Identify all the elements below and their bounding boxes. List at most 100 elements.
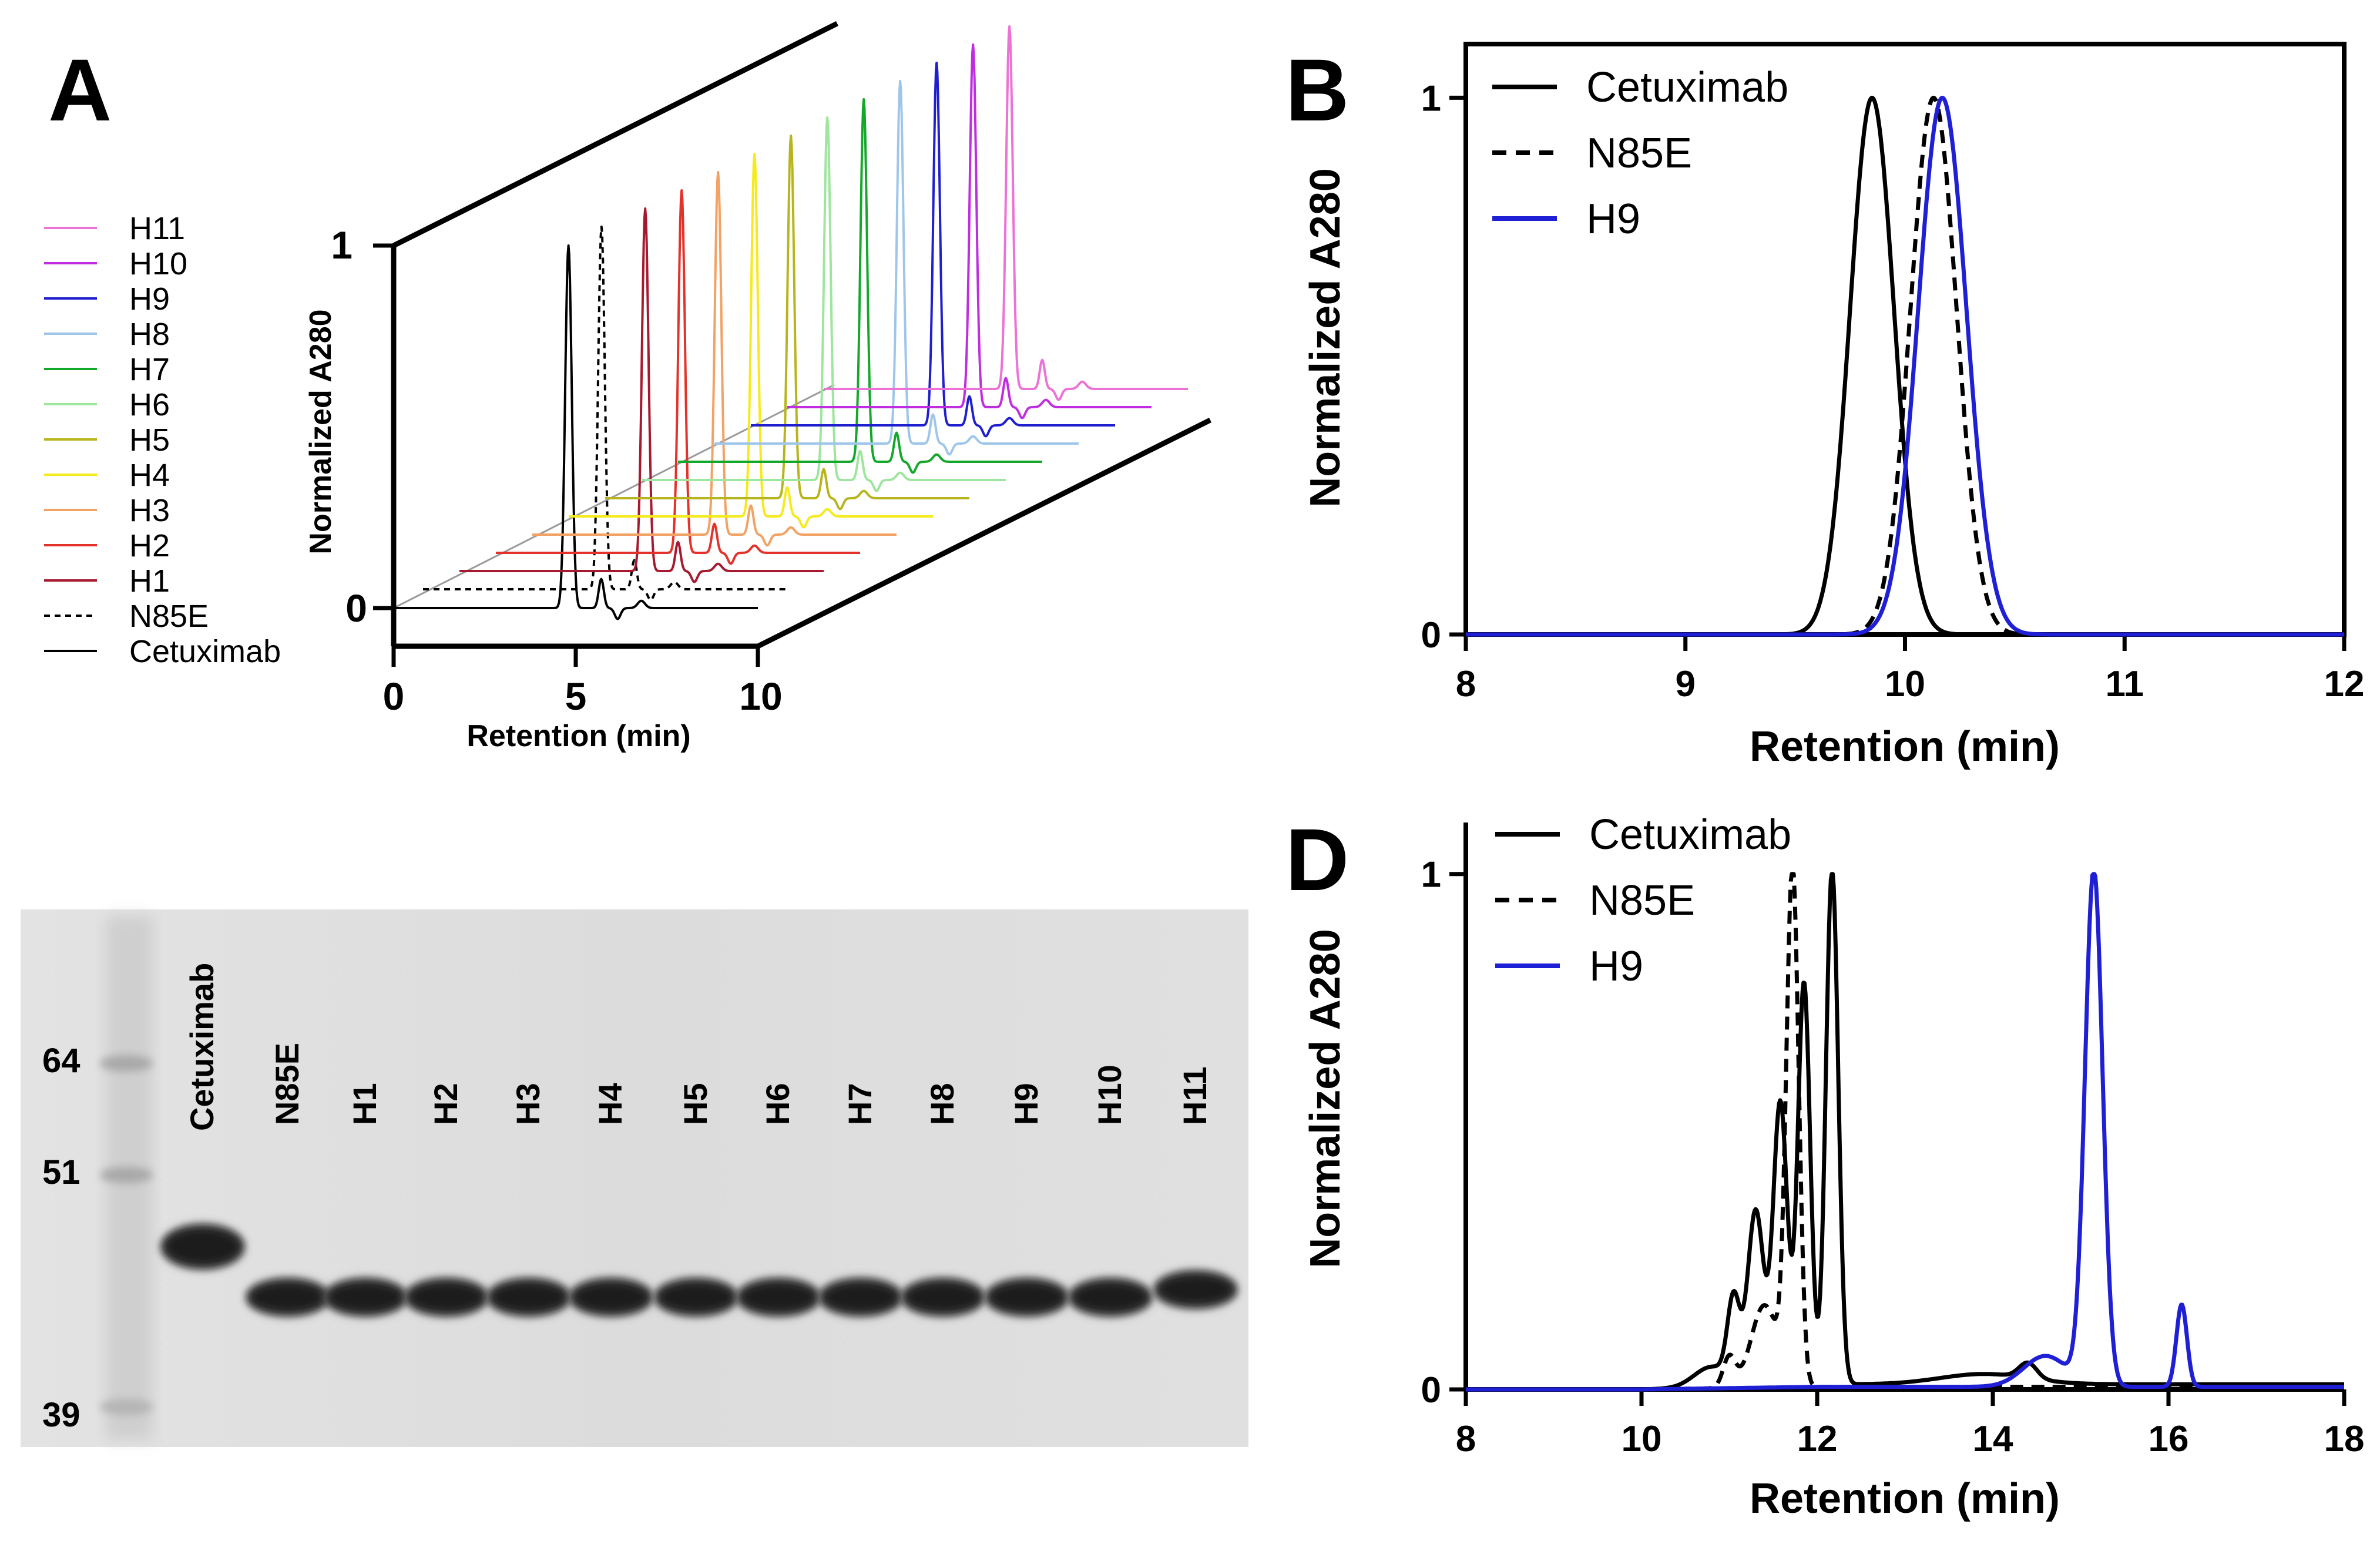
panel-b-legend-label-cetuximab: Cetuximab (1586, 64, 1788, 111)
gel-ladder-band-39 (100, 1399, 153, 1415)
panel-b-x-tick-label-9: 9 (1676, 664, 1696, 704)
panel-b-x-tick-label-12: 12 (2324, 664, 2365, 704)
panel-b-x-tick-label-8: 8 (1456, 664, 1476, 704)
panel-a-series-h10 (787, 43, 1152, 419)
gel-lane-label-h10: H10 (1091, 1065, 1128, 1125)
panel-a-floor-left-edge (393, 384, 835, 609)
panel-d-x-tick-label-16: 16 (2149, 1419, 2189, 1459)
panel-a-legend-label-h9: H9 (129, 281, 170, 317)
gel-band-h6 (740, 1282, 817, 1312)
panel-a-x-tick-label-10: 10 (739, 674, 782, 718)
gel-lane-label-h2: H2 (427, 1083, 464, 1125)
panel-a-legend-label-h3: H3 (129, 493, 170, 528)
gel-lane-label-h5: H5 (677, 1083, 714, 1125)
panel-a-traces (393, 25, 1189, 620)
gel-lane-label-h4: H4 (592, 1083, 629, 1125)
panel-a-series-h2 (495, 189, 861, 565)
panel-a-series-h5 (605, 135, 970, 511)
panel-b-y-axis-title: Normalized A280 (1302, 168, 1349, 508)
gel-background (21, 909, 1248, 1447)
panel-letter-d: D (1285, 810, 1349, 909)
panel-a-legend-label-h10: H10 (129, 246, 187, 281)
panel-a-series-h3 (532, 171, 897, 547)
panel-a-series-h4 (568, 153, 934, 529)
gel-marker-39: 39 (42, 1396, 80, 1434)
panel-d-ticks: 8 10 12 14 16 18 0 1 (1421, 855, 2365, 1459)
panel-a-series-h11 (823, 25, 1189, 401)
gel-band-h7 (822, 1282, 899, 1312)
panel-a-legend-label-h6: H6 (129, 387, 170, 422)
panel-a-series-cetuximab (393, 244, 758, 620)
panel-a-y-tick-label-0: 0 (345, 586, 367, 630)
gel-lanes: Cetuximab N85E H1 H2 H3 H4 H5 H6 H7 H8 H9 H10 H11 (160, 963, 1238, 1317)
panel-b-x-tick-label-10: 10 (1885, 664, 1925, 704)
panel-a-legend-label-n85e: N85E (129, 599, 209, 634)
gel-band-h10 (1072, 1282, 1149, 1312)
panel-a-legend-label-h11: H11 (129, 211, 185, 246)
panel-a-legend-label-h5: H5 (129, 422, 170, 458)
panel-b-y-tick-label-0: 0 (1421, 615, 1441, 656)
panel-letter-a: A (48, 41, 112, 139)
gel-lane-label-h7: H7 (841, 1083, 878, 1125)
panel-a-series-h1 (459, 207, 824, 583)
panel-b-y-tick-label-1: 1 (1421, 78, 1441, 119)
gel-band-h11 (1157, 1274, 1234, 1305)
gel-lane-label-h6: H6 (759, 1083, 796, 1125)
panel-b-x-tick-label-11: 11 (2105, 664, 2144, 704)
panel-a-series-h6 (641, 116, 1006, 492)
panel-d-y-axis-title: Normalized A280 (1302, 929, 1349, 1268)
gel-lane-label-n85e: N85E (268, 1043, 306, 1125)
gel-lane-label-h8: H8 (924, 1083, 961, 1125)
panel-b-line-chart: 8 9 10 11 12 0 1 Cetuximab N85E H9 Retention (mi… (1302, 42, 2365, 770)
panel-b-traces (1465, 95, 2345, 637)
panel-a-series-h8 (714, 80, 1079, 456)
panel-d-x-tick-label-12: 12 (1797, 1419, 1838, 1459)
panel-d-legend: Cetuximab N85E H9 (1495, 811, 1791, 990)
panel-d-legend-label-cetuximab: Cetuximab (1589, 811, 1791, 858)
panel-d-series-h9 (1465, 872, 2345, 1392)
panel-d-line-chart: 8 10 12 14 16 18 0 1 Cetuximab N85E H9 Retention … (1302, 811, 2364, 1522)
gel-band-h9 (988, 1282, 1066, 1312)
gel-band-h3 (490, 1282, 568, 1312)
panel-a-legend-label-cetuximab: Cetuximab (129, 634, 281, 669)
panel-a-series-h7 (677, 98, 1043, 474)
gel-band-h4 (572, 1282, 650, 1312)
panel-d-x-axis-title: Retention (min) (1750, 1475, 2060, 1522)
panel-b-ticks: 8 9 10 11 12 0 1 (1421, 78, 2365, 704)
panel-a-x-tick-label-0: 0 (383, 674, 405, 718)
panel-a-legend-label-h8: H8 (129, 317, 170, 352)
panel-b-legend-label-h9: H9 (1586, 196, 1640, 243)
panel-b-series-h9 (1465, 95, 2345, 637)
panel-a-legend-label-h7: H7 (129, 352, 170, 387)
gel-band-h5 (657, 1282, 735, 1312)
gel-lane-label-cetuximab: Cetuximab (183, 963, 220, 1131)
gel-lane-label-h3: H3 (509, 1083, 546, 1125)
gel-band-h8 (904, 1282, 982, 1312)
panel-a-series-h9 (750, 62, 1116, 438)
panel-a-y-tick-label-1: 1 (331, 223, 353, 267)
gel-band-h1 (327, 1282, 404, 1312)
panel-b-x-axis-title: Retention (min) (1750, 723, 2060, 770)
panel-a-x-axis-title: Retention (min) (466, 719, 690, 753)
gel-band-cetuximab (164, 1228, 241, 1265)
gel-marker-64: 64 (42, 1042, 80, 1080)
gel-lane-label-h9: H9 (1008, 1083, 1045, 1125)
panel-a-x-tick-label-5: 5 (565, 674, 587, 718)
gel-band-n85e (249, 1282, 327, 1312)
panel-d-legend-label-h9: H9 (1589, 943, 1643, 990)
panel-a-legend-label-h2: H2 (129, 528, 170, 563)
panel-a-legend-label-h1: H1 (129, 563, 170, 599)
panel-d-y-tick-label-0: 0 (1421, 1370, 1441, 1411)
panel-a-series-n85e (422, 226, 788, 602)
panel-d-traces (1465, 872, 2345, 1392)
panel-c-gel: 64 51 39 Cetuximab N85E H1 H2 H3 H4 H5 H6 H7 H8 H9… (21, 909, 1248, 1447)
panel-d-x-tick-label-14: 14 (1973, 1419, 2013, 1459)
panel-d-x-tick-label-8: 8 (1456, 1419, 1476, 1459)
panel-a-y-axis-title: Normalized A280 (304, 309, 338, 554)
panel-b-legend: Cetuximab N85E H9 (1492, 64, 1788, 243)
panel-d-legend-label-n85e: N85E (1589, 877, 1695, 924)
gel-band-h2 (408, 1282, 485, 1312)
